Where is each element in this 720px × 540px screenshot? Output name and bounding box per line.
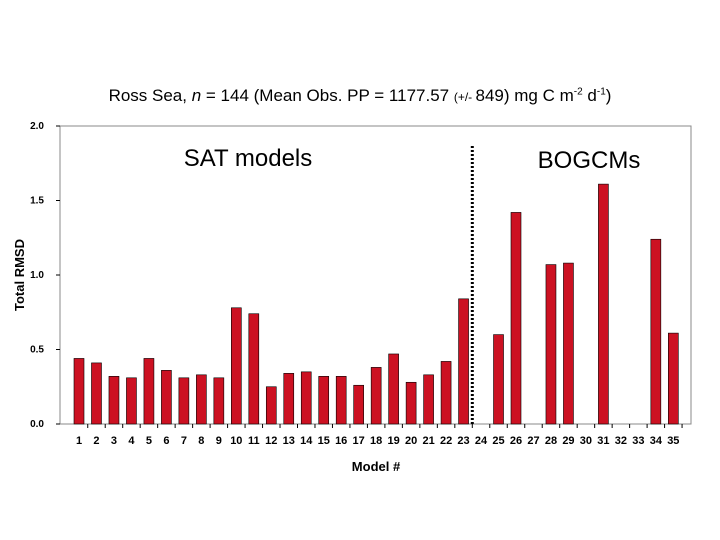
bar: [563, 262, 574, 425]
bar: [73, 358, 85, 425]
bar: [370, 367, 382, 425]
bar: [668, 332, 679, 425]
y-tick-label: 1.0: [30, 270, 44, 281]
x-tick-label: 4: [128, 435, 135, 447]
bar: [545, 264, 557, 425]
x-tick-label: 11: [248, 435, 260, 447]
bar: [440, 361, 452, 425]
bar: [196, 374, 207, 425]
y-tick-label: 1.5: [30, 196, 44, 207]
x-tick-label: 1: [76, 435, 82, 447]
x-tick-label: 29: [562, 435, 574, 447]
bar: [423, 374, 434, 425]
bar: [405, 381, 417, 425]
x-tick-label: 20: [405, 435, 417, 447]
x-tick-label: 8: [198, 435, 204, 447]
x-tick-label: 14: [300, 435, 313, 447]
x-tick-label: 17: [353, 435, 365, 447]
bar: [353, 384, 364, 425]
bar: [650, 238, 662, 425]
bar: [510, 212, 522, 425]
x-tick-label: 22: [440, 435, 452, 447]
bar: [388, 353, 399, 425]
x-tick-label: 34: [650, 435, 663, 447]
x-tick-label: 3: [111, 435, 117, 447]
x-tick-label: 24: [475, 435, 488, 447]
y-tick-label: 2.0: [30, 121, 44, 132]
bar: [161, 370, 172, 425]
bar: [178, 377, 190, 425]
x-axis: 1 2 3 4 5 6 7 8 9 10 11 12 13 14 15 16 17 18 19 20 21 22 23 24 2…: [76, 424, 683, 447]
x-tick-label: 19: [388, 435, 400, 447]
x-tick-label: 16: [335, 435, 347, 447]
x-tick-label: 15: [318, 435, 330, 447]
y-axis-label: Total RMSD: [12, 239, 27, 311]
x-tick-label: 28: [545, 435, 557, 447]
x-tick-label: 12: [265, 435, 277, 447]
bars: [73, 183, 679, 425]
bar: [213, 377, 225, 425]
x-axis-label: Model #: [352, 459, 401, 474]
x-tick-label: 30: [580, 435, 592, 447]
x-tick-label: 31: [597, 435, 609, 447]
y-tick-label: 0.0: [30, 419, 44, 430]
bar: [300, 371, 312, 425]
x-tick-label: 33: [632, 435, 644, 447]
bar: [458, 298, 469, 425]
x-tick-label: 18: [370, 435, 382, 447]
x-tick-label: 9: [216, 435, 222, 447]
chart-title: Ross Sea, n = 144 (Mean Obs. PP = 1177.5…: [108, 86, 612, 105]
bar: [143, 358, 155, 425]
x-tick-label: 13: [283, 435, 295, 447]
group-label-bogcm: BOGCMs: [538, 147, 641, 174]
x-tick-label: 27: [527, 435, 539, 447]
bar: [283, 373, 295, 425]
bar: [91, 362, 102, 425]
x-tick-label: 10: [230, 435, 242, 447]
bar: [265, 386, 277, 425]
x-tick-label: 5: [146, 435, 152, 447]
x-tick-label: 7: [181, 435, 187, 447]
bar: [335, 376, 347, 425]
bar: [231, 307, 242, 425]
bar: [108, 376, 120, 425]
bar: [126, 377, 137, 425]
bar: [318, 376, 330, 425]
group-label-sat: SAT models: [184, 145, 313, 172]
x-tick-label: 25: [492, 435, 504, 447]
x-tick-label: 21: [422, 435, 434, 447]
x-tick-label: 26: [510, 435, 522, 447]
x-tick-label: 6: [163, 435, 169, 447]
y-tick-label: 0.5: [30, 345, 44, 356]
y-axis: 0.0 0.5 1.0 1.5 2.0: [30, 121, 60, 430]
bar: [598, 183, 609, 425]
bar: [493, 334, 504, 425]
x-tick-label: 23: [457, 435, 469, 447]
x-tick-label: 32: [615, 435, 627, 447]
bar: [248, 313, 260, 425]
x-tick-label: 35: [667, 435, 679, 447]
x-tick-label: 2: [93, 435, 99, 447]
